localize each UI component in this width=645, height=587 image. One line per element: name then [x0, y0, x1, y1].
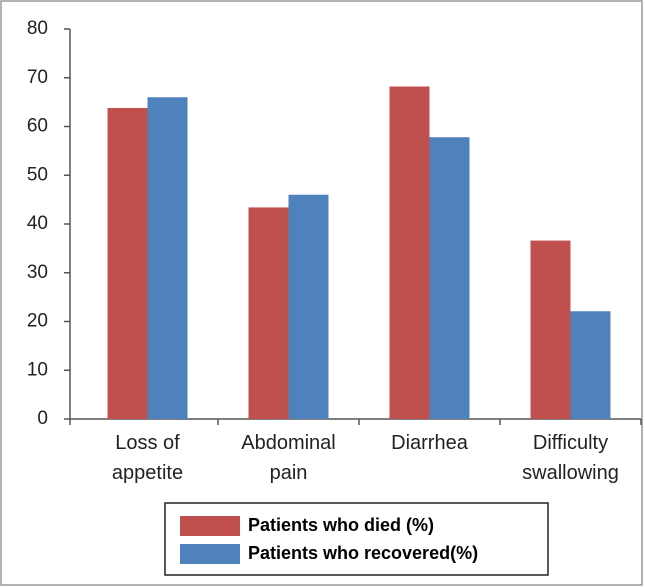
x-tick-label: Loss of appetite [111, 432, 184, 484]
bar [570, 311, 611, 419]
y-tick-label: 60 [27, 116, 48, 137]
bar [530, 240, 571, 419]
bar [389, 86, 430, 420]
legend-label: Patients who recovered(%) [248, 543, 478, 563]
y-tick-label: 50 [27, 164, 48, 185]
x-tick-label: Diarrhea [391, 432, 468, 454]
y-tick-label: 80 [27, 18, 48, 39]
legend-swatch [180, 516, 240, 536]
bar [107, 107, 148, 419]
bar [429, 137, 470, 419]
x-tick-label: Abdominal pain [241, 432, 336, 484]
legend-label: Patients who died (%) [248, 515, 434, 535]
y-tick-label: 20 [27, 311, 48, 332]
y-tick-label: 40 [27, 213, 48, 234]
y-tick-label: 10 [27, 359, 48, 380]
x-tick-label: Difficulty swallowing [522, 432, 619, 484]
bar [288, 194, 329, 419]
bar [147, 97, 188, 419]
bar [248, 207, 289, 419]
y-tick-label: 70 [27, 67, 48, 88]
legend-swatch [180, 544, 240, 564]
y-tick-label: 0 [37, 408, 48, 429]
y-tick-label: 30 [27, 262, 48, 283]
